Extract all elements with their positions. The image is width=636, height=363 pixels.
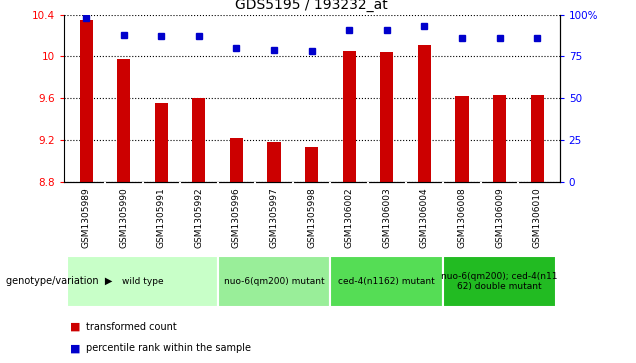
Bar [230,138,243,182]
Text: GSM1306004: GSM1306004 [420,187,429,248]
Text: nuo-6(qm200) mutant: nuo-6(qm200) mutant [224,277,324,286]
Bar [530,95,544,182]
Text: GSM1305992: GSM1305992 [195,187,204,248]
Text: ced-4(n1162) mutant: ced-4(n1162) mutant [338,277,435,286]
Bar [192,98,205,182]
Text: genotype/variation  ▶: genotype/variation ▶ [6,276,113,286]
Text: GSM1306008: GSM1306008 [457,187,466,248]
Text: percentile rank within the sample: percentile rank within the sample [86,343,251,354]
Text: GSM1305990: GSM1305990 [119,187,128,248]
Text: ■: ■ [70,322,81,332]
Text: ■: ■ [70,343,81,354]
Bar [331,256,443,307]
Bar [443,256,556,307]
Text: nuo-6(qm200); ced-4(n11
62) double mutant: nuo-6(qm200); ced-4(n11 62) double mutan… [441,272,558,291]
Text: GSM1305996: GSM1305996 [232,187,241,248]
Text: wild type: wild type [121,277,163,286]
Text: GSM1306010: GSM1306010 [532,187,542,248]
Bar [218,256,331,307]
Bar [493,95,506,182]
Text: GSM1306009: GSM1306009 [495,187,504,248]
Title: GDS5195 / 193232_at: GDS5195 / 193232_at [235,0,388,12]
Bar [80,20,93,182]
Bar [380,52,394,181]
Bar [455,96,469,182]
Bar [67,256,218,307]
Bar [117,60,130,182]
Text: GSM1305991: GSM1305991 [157,187,166,248]
Bar [305,147,318,182]
Bar [343,51,356,182]
Text: GSM1305997: GSM1305997 [270,187,279,248]
Bar [268,142,280,182]
Text: GSM1305989: GSM1305989 [81,187,91,248]
Text: GSM1306002: GSM1306002 [345,187,354,248]
Bar [418,45,431,182]
Text: transformed count: transformed count [86,322,177,332]
Text: GSM1306003: GSM1306003 [382,187,391,248]
Text: GSM1305998: GSM1305998 [307,187,316,248]
Bar [155,103,168,182]
